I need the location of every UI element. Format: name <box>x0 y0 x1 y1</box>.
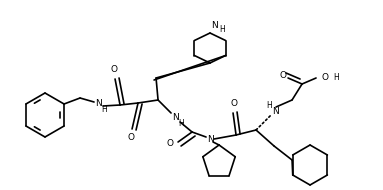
Text: O: O <box>128 134 134 142</box>
Text: H: H <box>179 119 185 128</box>
Text: H: H <box>219 25 225 33</box>
Text: O: O <box>167 139 173 149</box>
Text: N: N <box>95 100 101 108</box>
Text: O: O <box>322 73 329 82</box>
Text: N: N <box>211 21 218 29</box>
Text: O: O <box>111 66 118 74</box>
Text: O: O <box>231 100 237 108</box>
Text: N: N <box>207 135 213 145</box>
Text: N: N <box>272 107 278 116</box>
Text: H: H <box>266 101 272 109</box>
Text: N: N <box>172 113 178 123</box>
Text: O: O <box>280 70 286 79</box>
Text: H: H <box>101 105 107 114</box>
Text: H: H <box>333 73 339 82</box>
